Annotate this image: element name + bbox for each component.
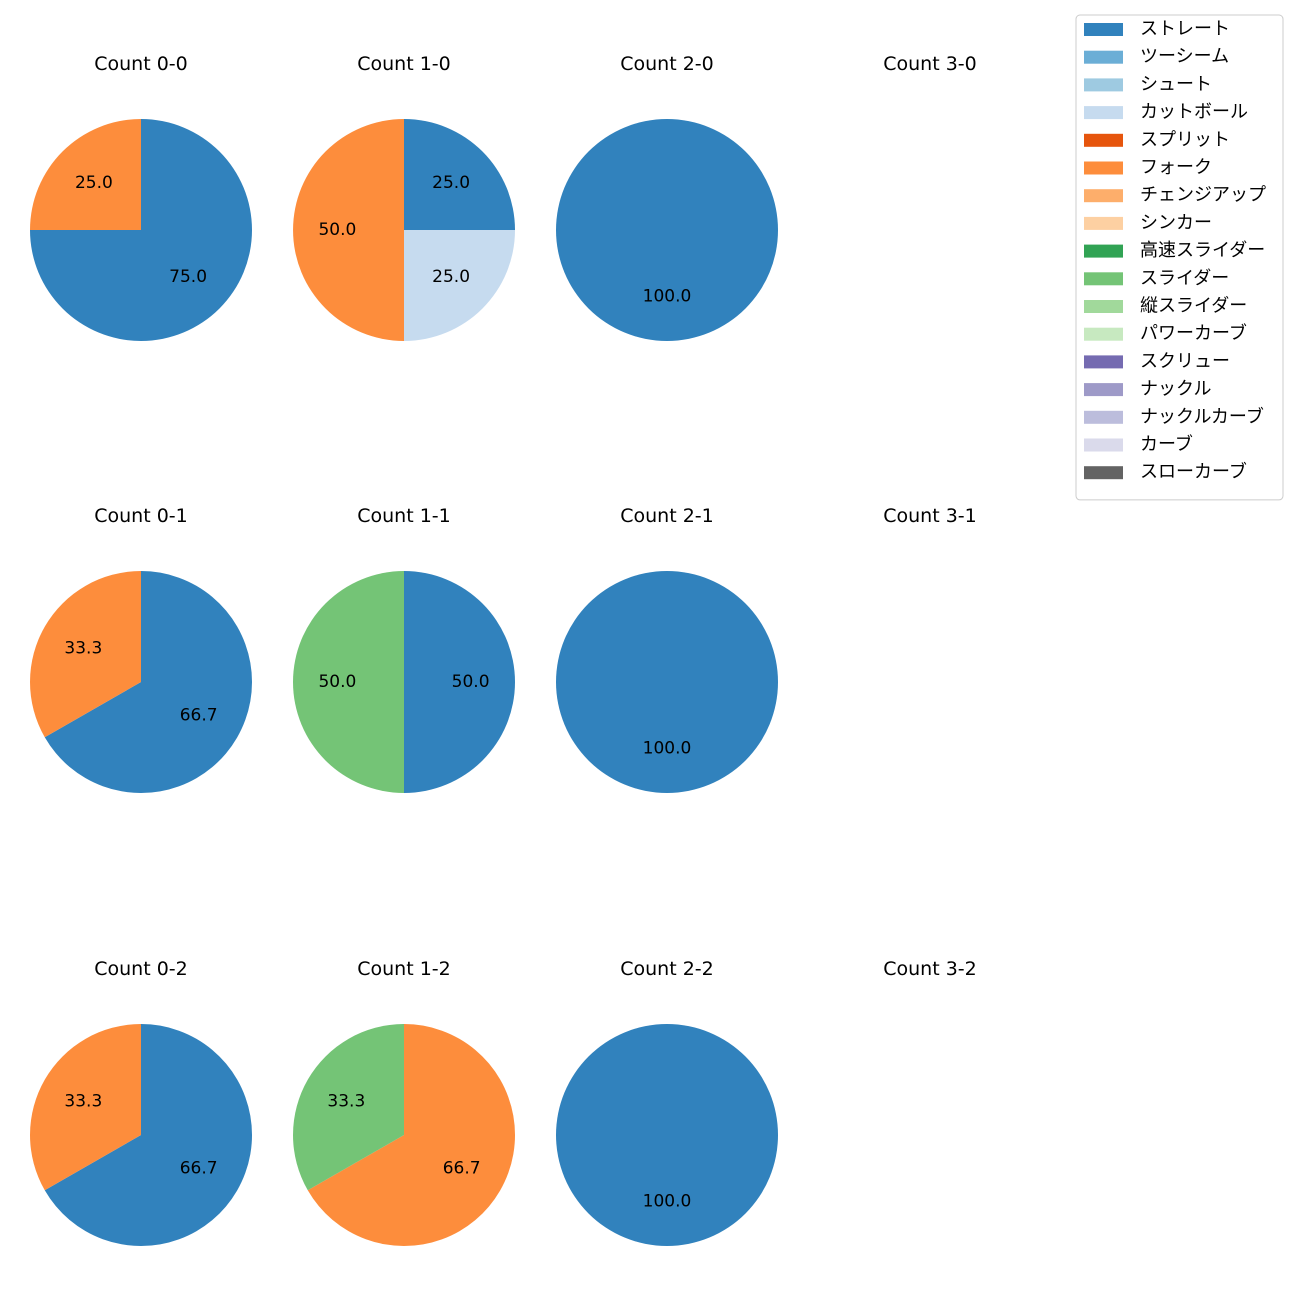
panel-title: Count 0-1	[94, 505, 188, 527]
slice-label: 100.0	[643, 287, 692, 307]
legend-swatch	[1084, 161, 1123, 175]
legend-label: ストレート	[1140, 19, 1230, 40]
pie-panel: Count 2-2 100.0	[556, 958, 778, 1246]
legend-label: ナックル	[1140, 379, 1211, 400]
pie-slice	[404, 230, 515, 341]
legend-swatch	[1084, 327, 1123, 341]
pie-panel: Count 1-2 66.7 33.3	[293, 958, 516, 1246]
legend-label: カットボール	[1140, 102, 1248, 123]
slice-label: 66.7	[443, 1158, 481, 1178]
slice-label: 66.7	[180, 1158, 218, 1178]
legend-label: スプリット	[1140, 129, 1230, 150]
slice-label: 50.0	[452, 672, 490, 692]
pie-panel: Count 3-1	[883, 505, 977, 527]
legend: ストレートツーシームシュートカットボールスプリットフォークチェンジアップシンカー…	[1075, 14, 1284, 501]
pie-slice	[307, 1024, 516, 1246]
panel-title: Count 2-1	[620, 505, 714, 527]
slice-label: 100.0	[643, 739, 692, 759]
legend-label: 縦スライダー	[1140, 296, 1247, 317]
legend-swatch	[1084, 438, 1123, 452]
pie-slice	[30, 1024, 142, 1191]
slice-label: 50.0	[318, 672, 356, 692]
pie-panel: Count 1-0 25.0 25.0 50.0	[293, 53, 515, 341]
pie-slice	[293, 119, 404, 341]
legend-label: パワーカーブ	[1140, 322, 1247, 344]
legend-label: カーブ	[1140, 433, 1193, 455]
legend-label: チェンジアップ	[1140, 185, 1266, 206]
pie-slice	[556, 571, 778, 793]
slice-label: 66.7	[180, 705, 218, 725]
legend-swatch	[1084, 244, 1123, 258]
legend-label: 高速スライダー	[1140, 240, 1265, 261]
legend-label: スライダー	[1140, 268, 1229, 289]
legend-swatch	[1084, 189, 1123, 203]
legend-label: ツーシーム	[1140, 46, 1229, 67]
legend-label: フォーク	[1140, 157, 1212, 178]
pie-panel: Count 3-0	[883, 53, 977, 75]
pie-slice	[44, 571, 253, 793]
pie-slice	[404, 571, 515, 793]
panel-title: Count 1-0	[357, 53, 451, 75]
legend-swatch	[1084, 410, 1123, 424]
slice-label: 50.0	[318, 220, 356, 240]
panel-title: Count 3-0	[883, 53, 977, 75]
panel-title: Count 0-0	[94, 53, 188, 75]
pie-panel: Count 0-0 75.0 25.0	[30, 53, 252, 341]
legend-swatch	[1084, 216, 1123, 230]
legend-swatch	[1084, 50, 1123, 64]
pie-slice	[404, 119, 515, 230]
pie-panel: Count 3-2	[883, 958, 977, 980]
panel-title: Count 3-1	[883, 505, 977, 527]
pie-slice	[30, 119, 141, 230]
pie-panel: Count 2-1 100.0	[556, 505, 778, 793]
pie-slice	[556, 119, 778, 341]
pie-panel: Count 0-2 66.7 33.3	[30, 958, 253, 1246]
slice-label: 75.0	[169, 267, 207, 287]
slice-label: 25.0	[432, 267, 470, 287]
slice-label: 25.0	[75, 173, 113, 193]
legend-swatch	[1084, 272, 1123, 286]
pie-panel: Count 2-0 100.0	[556, 53, 778, 341]
legend-swatch	[1084, 23, 1123, 36]
pie-slice	[44, 1024, 253, 1246]
pie-slice	[556, 1024, 778, 1246]
legend-swatch	[1084, 466, 1123, 480]
legend-label: スクリュー	[1140, 351, 1230, 372]
panel-title: Count 1-1	[357, 505, 451, 527]
legend-label: シンカー	[1140, 212, 1212, 233]
legend-swatch	[1084, 383, 1123, 397]
panel-title: Count 0-2	[94, 958, 188, 980]
legend-swatch	[1084, 106, 1123, 120]
legend-swatch	[1084, 78, 1123, 92]
pie-slice	[293, 1024, 404, 1191]
legend-label: スローカーブ	[1140, 461, 1247, 483]
panel-title: Count 2-0	[620, 53, 714, 75]
legend-frame	[1075, 14, 1284, 501]
slice-label: 100.0	[643, 1192, 692, 1212]
pie-panel: Count 1-1 50.0 50.0	[293, 505, 515, 793]
slice-label: 33.3	[64, 639, 102, 659]
legend-swatch	[1084, 355, 1123, 369]
legend-label: シュート	[1140, 74, 1212, 95]
panel-title: Count 3-2	[883, 958, 977, 980]
slice-label: 25.0	[432, 173, 470, 193]
legend-swatch	[1084, 300, 1123, 313]
slice-label: 33.3	[64, 1092, 102, 1112]
legend-swatch	[1084, 133, 1123, 147]
legend-label: ナックルカーブ	[1140, 405, 1264, 427]
pie-slice	[30, 571, 142, 738]
panel-title: Count 1-2	[357, 958, 451, 980]
slice-label: 33.3	[327, 1092, 365, 1112]
pie-panel: Count 0-1 66.7 33.3	[30, 505, 253, 793]
panel-title: Count 2-2	[620, 958, 714, 980]
pie-slice	[293, 571, 404, 793]
